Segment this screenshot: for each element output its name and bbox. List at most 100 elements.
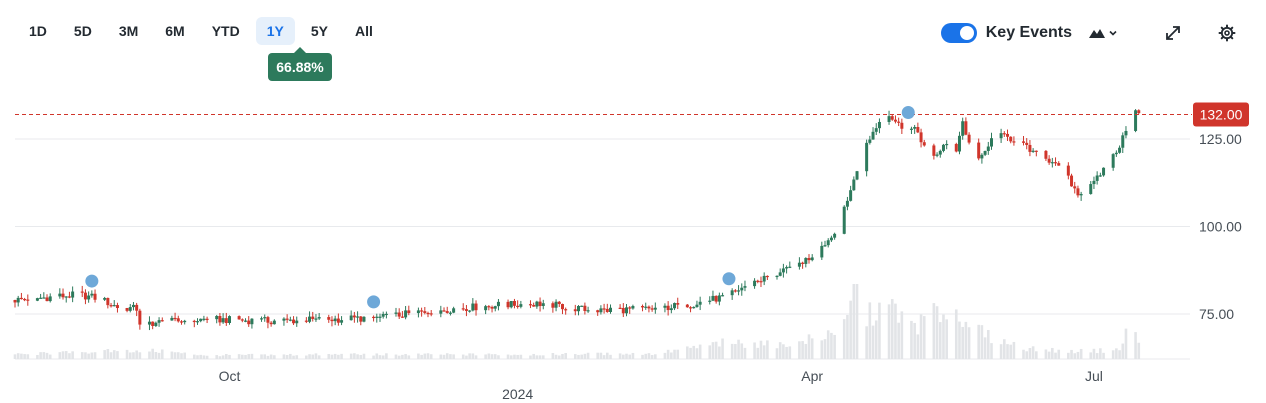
volume-bar	[372, 355, 375, 359]
range-all-button[interactable]: All	[354, 23, 373, 39]
candle-down	[900, 122, 904, 129]
candle-up	[1050, 162, 1054, 164]
candle-down	[135, 304, 139, 311]
candle-up	[708, 300, 712, 302]
candle-down	[224, 318, 228, 323]
range-1d-button[interactable]: 1D	[29, 23, 47, 39]
candle-up	[833, 233, 837, 238]
volume-bar	[670, 352, 673, 359]
chevron-down-icon	[1109, 30, 1117, 36]
candle-up	[865, 142, 869, 172]
candle-up	[785, 267, 789, 269]
range-5y-button[interactable]: 5Y	[310, 23, 328, 39]
volume-bar	[894, 303, 897, 359]
volume-bar	[983, 337, 987, 359]
volume-bar	[842, 319, 846, 359]
key-event-marker[interactable]	[367, 295, 381, 309]
candle-down	[1137, 110, 1141, 114]
x-tick-label: Apr	[801, 368, 823, 384]
volume-bar	[1121, 343, 1125, 359]
key-events-toggle[interactable]	[940, 23, 977, 43]
volume-bar	[807, 334, 811, 359]
toggle-knob	[959, 26, 974, 40]
volume-bar	[292, 355, 295, 359]
candle-up	[384, 313, 388, 316]
candle-up	[1102, 167, 1106, 176]
candle-up	[215, 316, 219, 320]
candle-up	[554, 301, 558, 308]
range-5d-button[interactable]: 5D	[73, 23, 92, 39]
candle-down	[445, 311, 449, 313]
volume-bar	[173, 352, 177, 359]
candle-up	[609, 307, 613, 313]
volume-bar	[493, 354, 497, 359]
volume-bar	[135, 350, 138, 359]
candle-down	[67, 296, 71, 298]
candle-down	[759, 281, 763, 283]
key-event-marker[interactable]	[722, 272, 736, 286]
candle-down	[205, 318, 209, 320]
volume-bar	[967, 327, 971, 359]
volume-bar	[551, 353, 555, 359]
candle-down	[922, 142, 926, 146]
volume-bar	[762, 345, 766, 359]
volume-bar	[868, 302, 872, 359]
range-ytd-button[interactable]: YTD	[211, 23, 240, 39]
candle-up	[35, 298, 39, 301]
volume-bar	[449, 354, 452, 359]
volume-bar	[964, 321, 968, 359]
candle-down	[311, 316, 315, 319]
candle-up	[244, 320, 248, 322]
volume-bar	[353, 353, 356, 359]
candle-down	[218, 316, 222, 323]
candle-up	[852, 179, 856, 191]
settings-button[interactable]	[1218, 24, 1236, 42]
candle-down	[292, 319, 296, 324]
volume-bar	[228, 354, 231, 359]
candle-down	[532, 304, 536, 307]
candle-up	[394, 312, 398, 314]
candle-up	[471, 303, 475, 311]
volume-bar	[426, 353, 430, 359]
volume-bar	[285, 355, 289, 359]
candle-up	[909, 128, 913, 130]
candle-up	[810, 257, 814, 261]
candle-down	[13, 300, 17, 303]
y-tick-label: 100.00	[1199, 219, 1242, 235]
candle-up	[416, 310, 420, 314]
range-3m-button[interactable]: 3M	[118, 23, 139, 39]
candle-down	[893, 119, 897, 122]
candle-up	[112, 305, 116, 307]
volume-bar	[311, 354, 315, 359]
key-event-marker[interactable]	[85, 274, 99, 288]
volume-bar	[945, 319, 948, 359]
volume-bar	[855, 284, 859, 359]
volume-bar	[606, 352, 609, 359]
candle-down	[336, 318, 340, 323]
candle-up	[272, 320, 276, 325]
candle-up	[855, 171, 859, 180]
candle-down	[954, 143, 958, 152]
candle-down	[179, 321, 183, 323]
volume-bar	[644, 353, 648, 359]
volume-bar	[878, 302, 881, 359]
volume-bar	[830, 332, 833, 359]
volume-bar	[977, 324, 980, 359]
volume-bar	[1099, 348, 1102, 359]
volume-bar	[509, 355, 513, 359]
range-6m-button[interactable]: 6M	[165, 23, 185, 39]
candle-down	[1076, 188, 1080, 196]
candle-down	[106, 297, 110, 306]
volume-bar	[305, 355, 308, 359]
volume-bar	[199, 354, 202, 359]
chart-type-selector[interactable]	[1088, 27, 1120, 39]
candle-down	[269, 322, 273, 325]
candle-up	[663, 305, 667, 308]
expand-button[interactable]	[1164, 24, 1182, 42]
volume-bar	[932, 303, 936, 359]
candle-up	[849, 190, 853, 201]
volume-bar	[282, 354, 286, 359]
key-event-marker[interactable]	[901, 106, 915, 119]
range-1y-button[interactable]: 1Y	[255, 17, 295, 45]
